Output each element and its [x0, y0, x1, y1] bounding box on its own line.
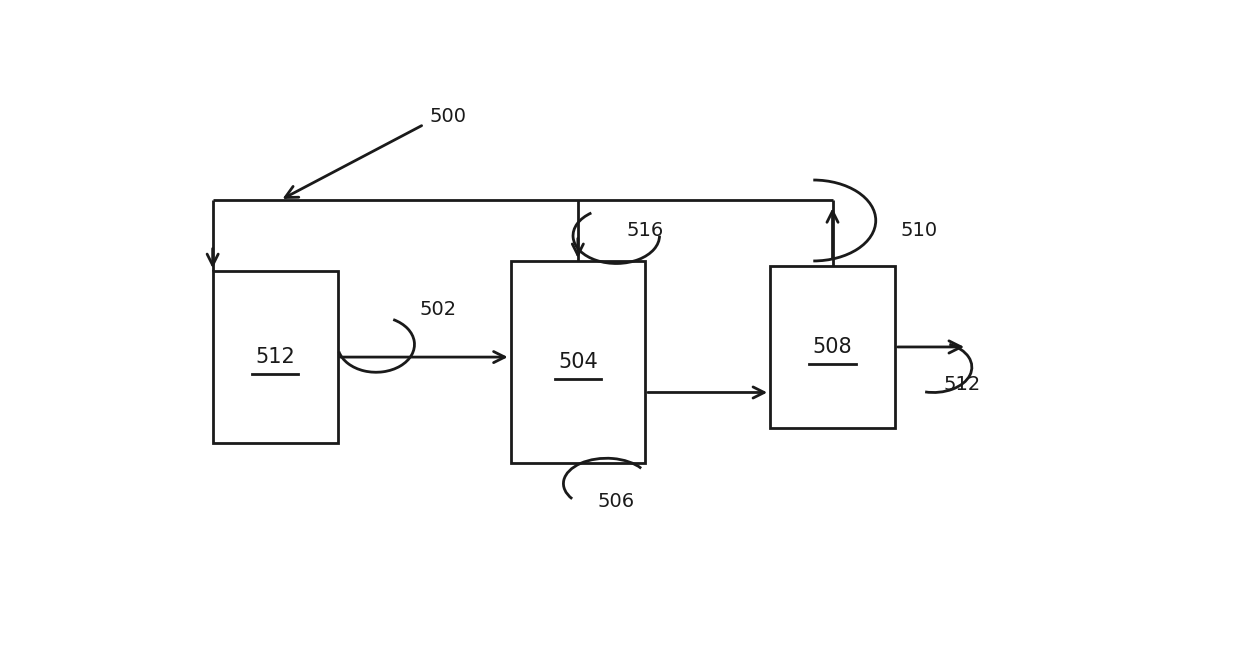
Text: 508: 508	[812, 337, 852, 357]
Text: 512: 512	[255, 347, 295, 367]
Text: 512: 512	[944, 375, 981, 394]
Bar	[213, 271, 337, 443]
Text: 504: 504	[558, 352, 598, 372]
Text: 500: 500	[429, 107, 466, 126]
Bar	[511, 261, 645, 463]
Text: 506: 506	[598, 491, 635, 510]
Text: 516: 516	[626, 221, 663, 240]
Bar	[770, 266, 895, 428]
Text: 510: 510	[900, 221, 937, 240]
Text: 502: 502	[420, 300, 458, 319]
